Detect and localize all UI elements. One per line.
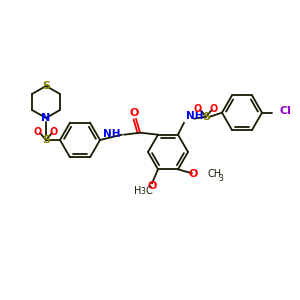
- Text: O: O: [129, 108, 139, 118]
- Text: NH: NH: [103, 129, 120, 139]
- Text: O: O: [210, 104, 218, 114]
- Text: S: S: [202, 112, 210, 122]
- Text: NH: NH: [186, 111, 203, 121]
- Text: O: O: [194, 104, 202, 114]
- Text: 3: 3: [218, 174, 223, 183]
- Text: CH: CH: [207, 169, 221, 179]
- Text: H: H: [134, 186, 141, 196]
- Text: C: C: [146, 186, 153, 196]
- Text: O: O: [34, 127, 42, 137]
- Text: O: O: [50, 127, 58, 137]
- Text: N: N: [41, 113, 51, 123]
- Text: S: S: [42, 135, 50, 145]
- Text: Cl: Cl: [280, 106, 292, 116]
- Text: 3: 3: [140, 187, 145, 196]
- Text: O: O: [147, 181, 157, 191]
- Text: S: S: [42, 81, 50, 91]
- Text: O: O: [188, 169, 198, 179]
